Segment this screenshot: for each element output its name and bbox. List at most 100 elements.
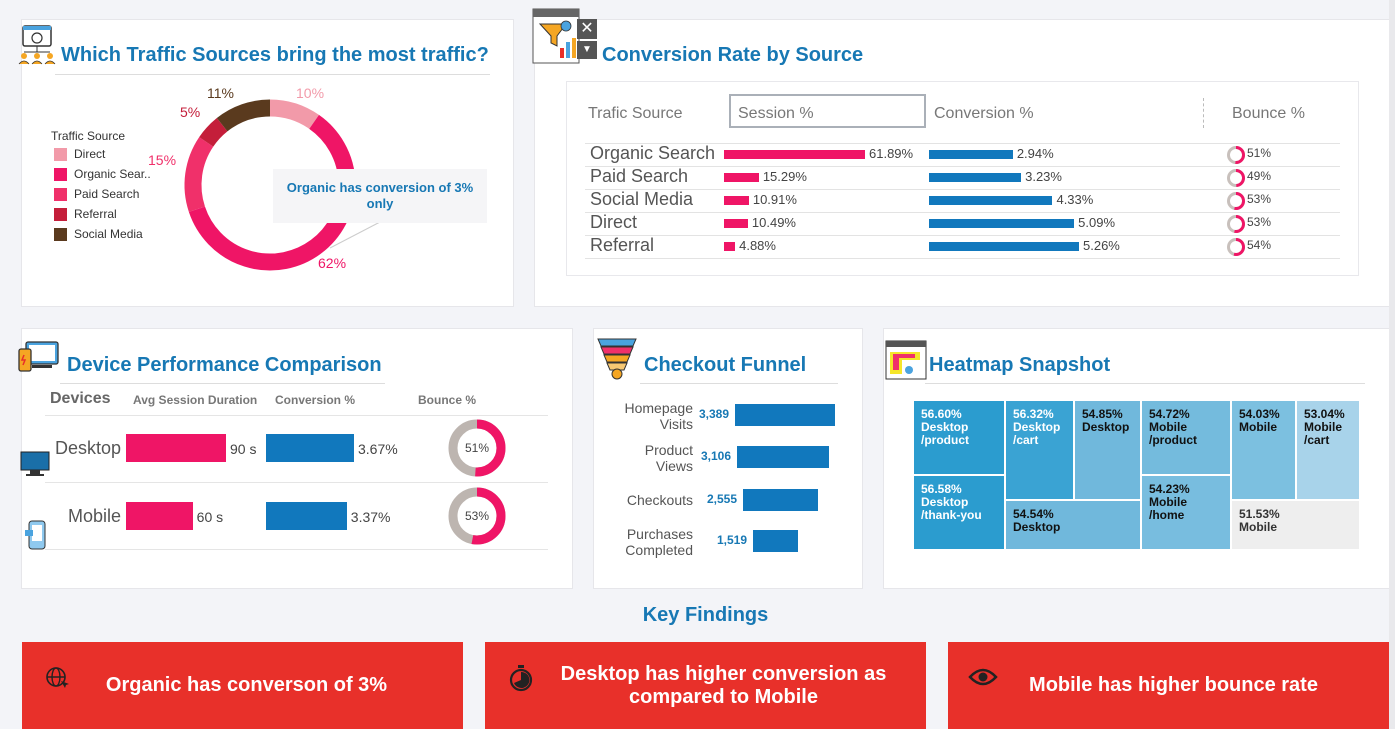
heatmap-cell-value: 54.54% [1013, 507, 1054, 521]
heatmap-cell-label: /home [1149, 508, 1185, 522]
conversion-value: 5.26% [1083, 238, 1120, 253]
legend-label: Direct [74, 147, 106, 161]
heatmap-cell-label: Mobile [1304, 420, 1342, 434]
device-bounce-value: 53% [464, 509, 490, 523]
traffic-title: Which Traffic Sources bring the most tra… [61, 44, 489, 66]
device-bounce-donut [448, 419, 506, 477]
heatmap-cell[interactable]: 56.32% Desktop/cart [1005, 400, 1074, 500]
finding-text-mobile: Mobile has higher bounce rate [1029, 674, 1318, 696]
legend-label: Paid Search [74, 187, 140, 201]
conversion-table [566, 81, 1359, 276]
duration-bar [126, 434, 226, 462]
heatmap-cell[interactable]: 56.58% Desktop/thank-you [913, 475, 1005, 550]
heatmap-cell[interactable]: 53.04% Mobile/cart [1296, 400, 1360, 500]
close-button[interactable]: ✕ [577, 19, 597, 39]
stopwatch-icon [507, 664, 535, 698]
device-conversion-bar [266, 434, 354, 462]
header-traffic-source: Trafic Source [588, 105, 683, 122]
conversion-title: Conversion Rate by Source [602, 44, 864, 66]
header-session: Session % [738, 105, 814, 122]
heatmap-cell-label: Mobile [1239, 520, 1277, 534]
heatmap-cell[interactable]: 56.60% Desktop/product [913, 400, 1005, 475]
donut-slice[interactable] [184, 137, 214, 212]
legend-item: Organic Sear.. [54, 167, 151, 181]
organic-callout-text: Organic has conversion of 3% only [286, 180, 474, 211]
heatmap-cell[interactable]: 54.85% Desktop [1074, 400, 1141, 500]
legend-label: Referral [74, 207, 117, 221]
heatmap-cell-label: Mobile [1239, 420, 1277, 434]
funnel-stage-value: 3,389 [698, 407, 729, 421]
more-options-button[interactable]: ▼ [577, 41, 597, 59]
legend-label: Organic Sear.. [74, 167, 151, 181]
legend-item: Paid Search [54, 187, 139, 201]
conversion-row-divider [585, 212, 1340, 213]
heatmap-cell-value: 54.03% [1239, 407, 1280, 421]
mobile-icon [24, 520, 50, 555]
funnel-stage-label-line: Views [655, 458, 693, 474]
row-source-label: Referral [590, 235, 655, 255]
row-source-label: Direct [590, 212, 638, 232]
funnel-stage-label-line: Visits [659, 416, 693, 432]
session-value: 15.29% [762, 169, 807, 184]
conversion-row-divider [585, 235, 1340, 236]
session-value: 10.91% [752, 192, 797, 207]
eye-icon [968, 666, 998, 694]
row-source-label: Social Media [590, 189, 694, 209]
heatmap-cell-value: 54.72% [1149, 407, 1190, 421]
heatmap-cell-value: 54.85% [1082, 407, 1123, 421]
legend-item: Referral [54, 207, 117, 221]
heatmap-cell[interactable]: 54.54% Desktop [1005, 500, 1141, 550]
finding-card-desktop: Desktop has higher conversion as compare… [485, 642, 926, 729]
funnel-bar [737, 446, 829, 468]
heatmap-cell-label: /product [921, 433, 969, 447]
heatmap-cell-value: 51.53% [1239, 507, 1280, 521]
duration-value: 90 s [230, 441, 257, 457]
donut-label-referral: 5% [180, 104, 201, 120]
row-source-label: Organic Search [590, 143, 716, 163]
heatmap-cell[interactable]: 54.23% Mobile/home [1141, 475, 1231, 550]
conversion-bar [929, 173, 1022, 182]
donut-slice[interactable] [199, 118, 228, 147]
heatmap-cell[interactable]: 51.53% Mobile [1231, 500, 1360, 550]
heatmap-cell-label: /product [1149, 433, 1197, 447]
heatmap-cell[interactable]: 54.03% Mobile [1231, 400, 1296, 500]
donut-slice[interactable] [216, 99, 271, 132]
legend-title: Traffic Source [51, 129, 126, 143]
legend-item: Social Media [54, 227, 143, 241]
network-icon [18, 25, 56, 70]
heatmap-cell-value: 56.58% [921, 482, 962, 496]
heatmap-title: Heatmap Snapshot [929, 354, 1111, 376]
donut-slice[interactable] [188, 114, 356, 271]
header-conversion: Conversion % [934, 105, 1034, 122]
legend-swatch [54, 207, 67, 221]
callout-pointer [329, 221, 381, 249]
device-title: Device Performance Comparison [67, 354, 382, 376]
donut-label-organic: 62% [318, 255, 347, 271]
heatmap-cell-label: Desktop [1013, 420, 1061, 434]
heatmap-cell-label: Mobile [1149, 495, 1187, 509]
funnel-stage-value: 1,519 [716, 533, 747, 547]
donut-slice[interactable] [269, 99, 319, 130]
bounce-mini-donut [1227, 215, 1245, 233]
heatmap-cell[interactable]: 54.72% Mobile/product [1141, 400, 1231, 475]
conversion-row-divider [585, 166, 1340, 167]
funnel-stage-label-line: Checkouts [626, 492, 693, 508]
vertical-scrollbar[interactable] [1389, 0, 1395, 729]
bounce-value: 53% [1247, 192, 1272, 206]
conversion-bar [929, 219, 1075, 228]
heatmap-cell-label: Desktop [1013, 520, 1061, 534]
device-row-divider [45, 482, 548, 483]
organic-callout: Organic has conversion of 3% only [273, 169, 487, 223]
device-header-bounce: Bounce % [418, 393, 477, 407]
legend-swatch [54, 167, 67, 181]
bounce-value: 54% [1247, 238, 1272, 252]
heatmap-cell-value: 56.32% [1013, 407, 1054, 421]
session-header-box[interactable] [729, 94, 926, 128]
legend-swatch [54, 187, 67, 201]
bounce-mini-donut [1227, 238, 1245, 256]
heatmap-cell-label: /cart [1013, 433, 1039, 447]
session-value: 61.89% [869, 146, 914, 161]
heatmap-cell-label: /thank-you [921, 508, 982, 522]
header-bounce: Bounce % [1232, 105, 1305, 122]
device-row-divider [45, 549, 548, 550]
